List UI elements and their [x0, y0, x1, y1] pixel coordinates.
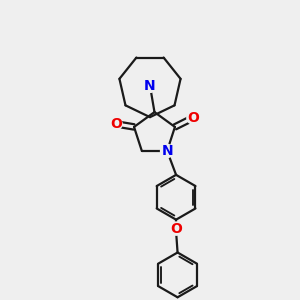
Circle shape [187, 112, 199, 124]
Circle shape [143, 79, 157, 92]
Circle shape [110, 118, 122, 130]
Text: N: N [144, 79, 156, 93]
Text: O: O [110, 117, 122, 131]
Circle shape [169, 222, 183, 235]
Text: O: O [187, 111, 199, 125]
Circle shape [160, 144, 174, 158]
Text: N: N [161, 144, 173, 158]
Text: O: O [170, 222, 182, 236]
